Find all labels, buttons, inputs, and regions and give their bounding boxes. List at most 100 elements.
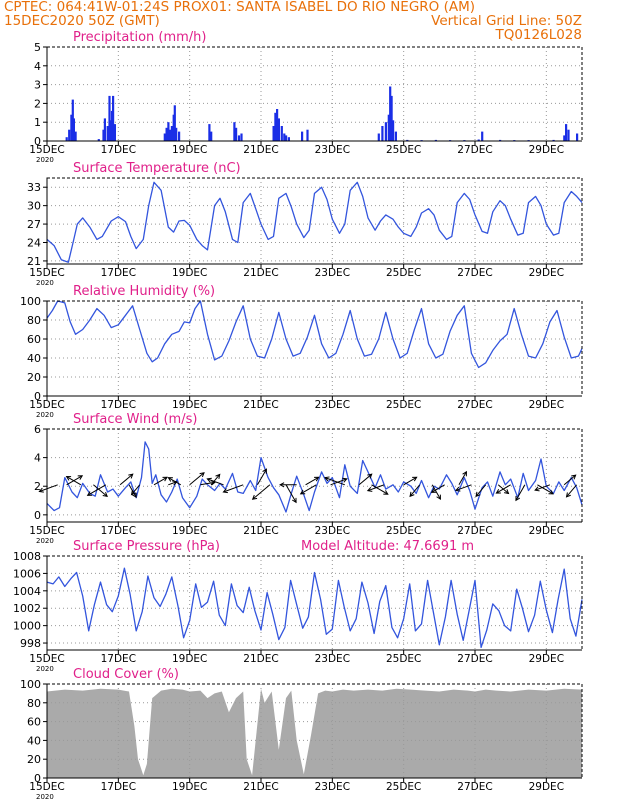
wind-arrow [222, 484, 244, 494]
wind-arrow-shaft [409, 484, 421, 497]
x-tick-label: 23DEC [315, 781, 350, 793]
wind-arrow [403, 476, 418, 486]
precip-bar [381, 126, 384, 141]
wind-arrowhead [199, 472, 205, 478]
wind-arrow-shaft [358, 473, 373, 486]
precip-bar [477, 139, 480, 141]
precip-bar [563, 135, 566, 141]
y-tick-label: 80 [27, 697, 41, 710]
wind-arrowhead [367, 473, 373, 479]
x-tick-label: 19DEC [172, 781, 207, 793]
y-tick-label: 33 [27, 181, 41, 194]
precip-bar [106, 126, 109, 141]
wind-arrowhead [167, 477, 173, 482]
wind-arrowhead [412, 476, 418, 482]
precip-bar [173, 105, 176, 141]
wind-arrowhead [430, 488, 437, 493]
wind-arrow [206, 477, 224, 486]
wind-arrow-shaft [403, 476, 417, 486]
y-tick-label: 1008 [13, 550, 41, 563]
precip-bar [301, 131, 304, 141]
y-tick-label: 2 [34, 480, 41, 493]
x-tick-label: 21DEC [243, 399, 278, 411]
grid-line-note: Vertical Grid Line: 50Z [431, 13, 582, 29]
wind-arrowhead [102, 491, 108, 498]
wind-arrow [93, 484, 108, 498]
x-tick-label: 19DEC [172, 399, 207, 411]
wind-arrowhead [454, 486, 461, 492]
precip-bar [384, 122, 387, 141]
x-tick-label: 19DEC [172, 144, 207, 156]
wind-arrow-shaft [39, 484, 58, 492]
x-year-label: 2020 [36, 537, 54, 545]
wind-arrowhead [299, 489, 306, 495]
wind-arrowhead [279, 482, 285, 488]
wind-arrow-shaft [330, 478, 347, 486]
pressure-line [46, 567, 583, 649]
wind-arrow-shaft [153, 476, 168, 486]
x-tick-label: 15DEC [29, 653, 64, 665]
precip-bar [65, 137, 68, 141]
wind-arrowhead [65, 476, 72, 481]
wind-arrow-shaft [324, 477, 345, 486]
y-tick-label: 4 [34, 60, 41, 73]
wind-arrow [189, 472, 205, 486]
panel-frame [46, 46, 583, 142]
panel-title: Surface Pressure (hPa) [73, 539, 220, 554]
wind-arrow [210, 473, 221, 486]
precip-bar [112, 95, 115, 141]
wind-arrow [458, 470, 467, 486]
panel-subtitle: Model Altitude: 47.6691 m [301, 539, 474, 554]
wind-arrowhead [475, 491, 481, 498]
y-tick-label: 40 [27, 352, 41, 365]
precip-bar [389, 86, 392, 141]
wind-arrow [371, 484, 389, 495]
wind-arrow [279, 482, 297, 488]
wind-arrow-shaft [223, 484, 244, 493]
wind-arrowhead [565, 492, 571, 498]
y-tick-label: 0 [34, 509, 41, 522]
y-tick-label: 1006 [13, 567, 41, 580]
x-tick-label: 27DEC [457, 144, 492, 156]
precip-bar [390, 95, 393, 141]
station-header: CPTEC: 064:41W-01:24S PROX01: SANTA ISAB… [4, 0, 476, 15]
wind-arrow [563, 474, 577, 486]
wind-arrow-shaft [455, 484, 472, 491]
precip-bar [285, 135, 288, 141]
x-tick-label: 23DEC [315, 399, 350, 411]
x-year-label: 2020 [36, 156, 54, 164]
y-tick-label: 2 [34, 97, 41, 110]
panel-precip [43, 46, 583, 145]
x-tick-label: 25DEC [386, 267, 421, 279]
precip-bar [167, 122, 170, 141]
y-tick-label: 27 [27, 218, 41, 231]
panel-title: Cloud Cover (%) [73, 667, 179, 682]
x-tick-label: 15DEC [29, 781, 64, 793]
wind-arrow-shaft [367, 484, 385, 492]
wind-arrowhead [462, 470, 467, 477]
wind-arrow-shaft [475, 484, 487, 497]
wind-arrowhead [495, 488, 501, 494]
wind-arrowhead [262, 468, 267, 474]
panel-cloud [43, 683, 583, 782]
x-tick-label: 21DEC [243, 525, 278, 537]
wind-arrow [305, 476, 320, 486]
x-tick-label: 15DEC [29, 525, 64, 537]
precip-bar [565, 124, 568, 141]
x-tick-label: 29DEC [529, 267, 564, 279]
x-tick-label: 19DEC [172, 525, 207, 537]
wind-arrow-shaft [168, 477, 181, 486]
wind-arrowhead [162, 476, 168, 482]
rh-line [46, 300, 583, 369]
wind-arrow [515, 484, 526, 502]
wind-arrowhead [571, 474, 577, 480]
precip-bar [306, 129, 309, 141]
temp-line [46, 181, 583, 263]
precip-bar [240, 133, 243, 141]
x-tick-label: 25DEC [386, 144, 421, 156]
wind-arrow [251, 484, 271, 500]
precip-bar [283, 133, 286, 141]
wind-arrow [66, 475, 84, 486]
panel-title: Surface Wind (m/s) [73, 412, 197, 427]
precip-bar [163, 133, 166, 141]
